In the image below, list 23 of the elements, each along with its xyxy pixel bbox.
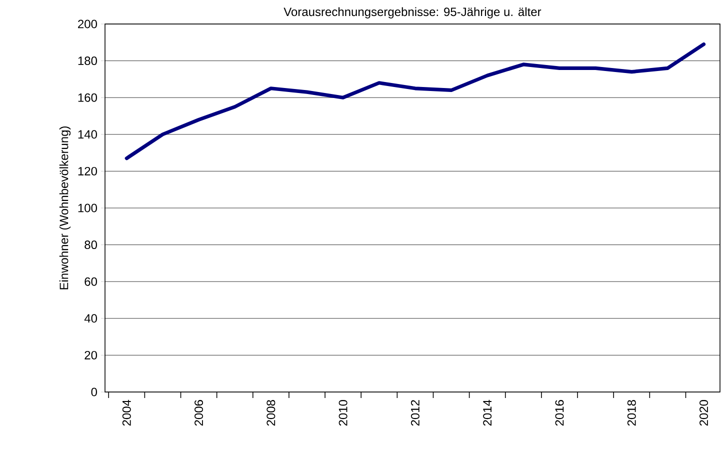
y-axis-title: Einwohner (Wohnbevölkerung) — [59, 126, 71, 290]
x-tick-label: 2012 — [410, 400, 420, 426]
x-tick-label: 2014 — [483, 400, 492, 426]
x-tick-label: 2018 — [627, 400, 636, 426]
x-tick-label: 2016 — [555, 400, 564, 426]
y-tick-label: 120 — [78, 166, 98, 176]
x-tick-label: 2006 — [194, 400, 204, 426]
x-tick-label: 2004 — [122, 400, 131, 426]
y-tick-label: 60 — [84, 277, 98, 286]
y-tick-label: 100 — [78, 204, 98, 212]
y-tick-label: 140 — [78, 130, 98, 139]
y-tick-label: 160 — [78, 93, 98, 102]
x-tick-label: 2020 — [700, 400, 708, 426]
y-tick-label: 40 — [84, 314, 98, 323]
line-series — [124, 42, 706, 160]
x-tick-label: 2010 — [338, 400, 348, 426]
y-tick-label: 80 — [84, 240, 98, 250]
x-tick-label: 2008 — [266, 400, 276, 426]
y-tick-label: 200 — [78, 20, 98, 28]
y-tick-label: 0 — [91, 388, 98, 396]
y-tick-label: 20 — [84, 350, 98, 360]
chart-title: Vorausrechnungsergebnisse: 95-Jährige u. älter — [284, 7, 542, 18]
y-tick-label: 180 — [78, 56, 98, 66]
